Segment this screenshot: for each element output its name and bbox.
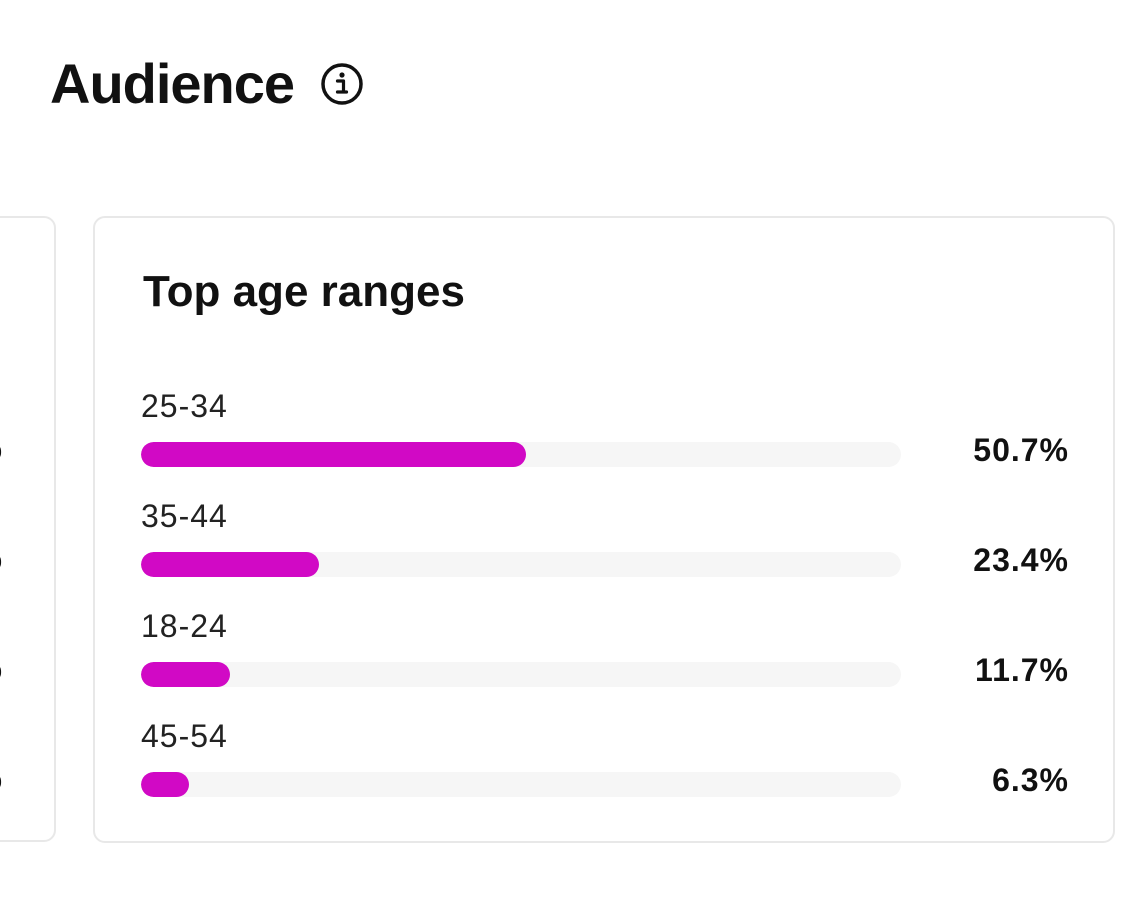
bar-track <box>141 772 901 797</box>
bar-fill <box>141 442 527 467</box>
bar-track <box>141 442 901 467</box>
bar-track <box>141 552 901 577</box>
card-title: Top age ranges <box>143 267 465 316</box>
age-range-label: 18-24 <box>141 608 228 644</box>
bar-track <box>141 662 901 687</box>
age-range-percent: 6.3% <box>992 762 1069 798</box>
age-range-row: 18-24 11.7% <box>141 610 1071 700</box>
age-range-percent: 11.7% <box>975 652 1069 688</box>
age-range-label: 45-54 <box>141 718 228 754</box>
age-range-percent: 50.7% <box>973 432 1069 468</box>
clipped-percent-value: % <box>0 762 2 794</box>
age-range-percent: 23.4% <box>973 542 1069 578</box>
age-range-label: 25-34 <box>141 388 228 424</box>
clipped-percent-value: % <box>0 542 2 574</box>
top-age-ranges-card: Top age ranges 25-34 50.7% 35-44 23.4% 1… <box>93 216 1115 843</box>
age-range-label: 35-44 <box>141 498 228 534</box>
info-icon[interactable] <box>320 62 364 106</box>
bar-fill <box>141 662 230 687</box>
bar-fill <box>141 552 319 577</box>
clipped-audience-card: % % % % <box>0 216 56 842</box>
age-range-row: 35-44 23.4% <box>141 500 1071 590</box>
section-header: Audience <box>50 56 364 112</box>
clipped-percent-value: % <box>0 432 2 464</box>
clipped-percent-value: % <box>0 652 2 684</box>
age-range-row: 25-34 50.7% <box>141 390 1071 480</box>
section-title: Audience <box>50 52 295 115</box>
age-range-row: 45-54 6.3% <box>141 720 1071 810</box>
bar-fill <box>141 772 189 797</box>
